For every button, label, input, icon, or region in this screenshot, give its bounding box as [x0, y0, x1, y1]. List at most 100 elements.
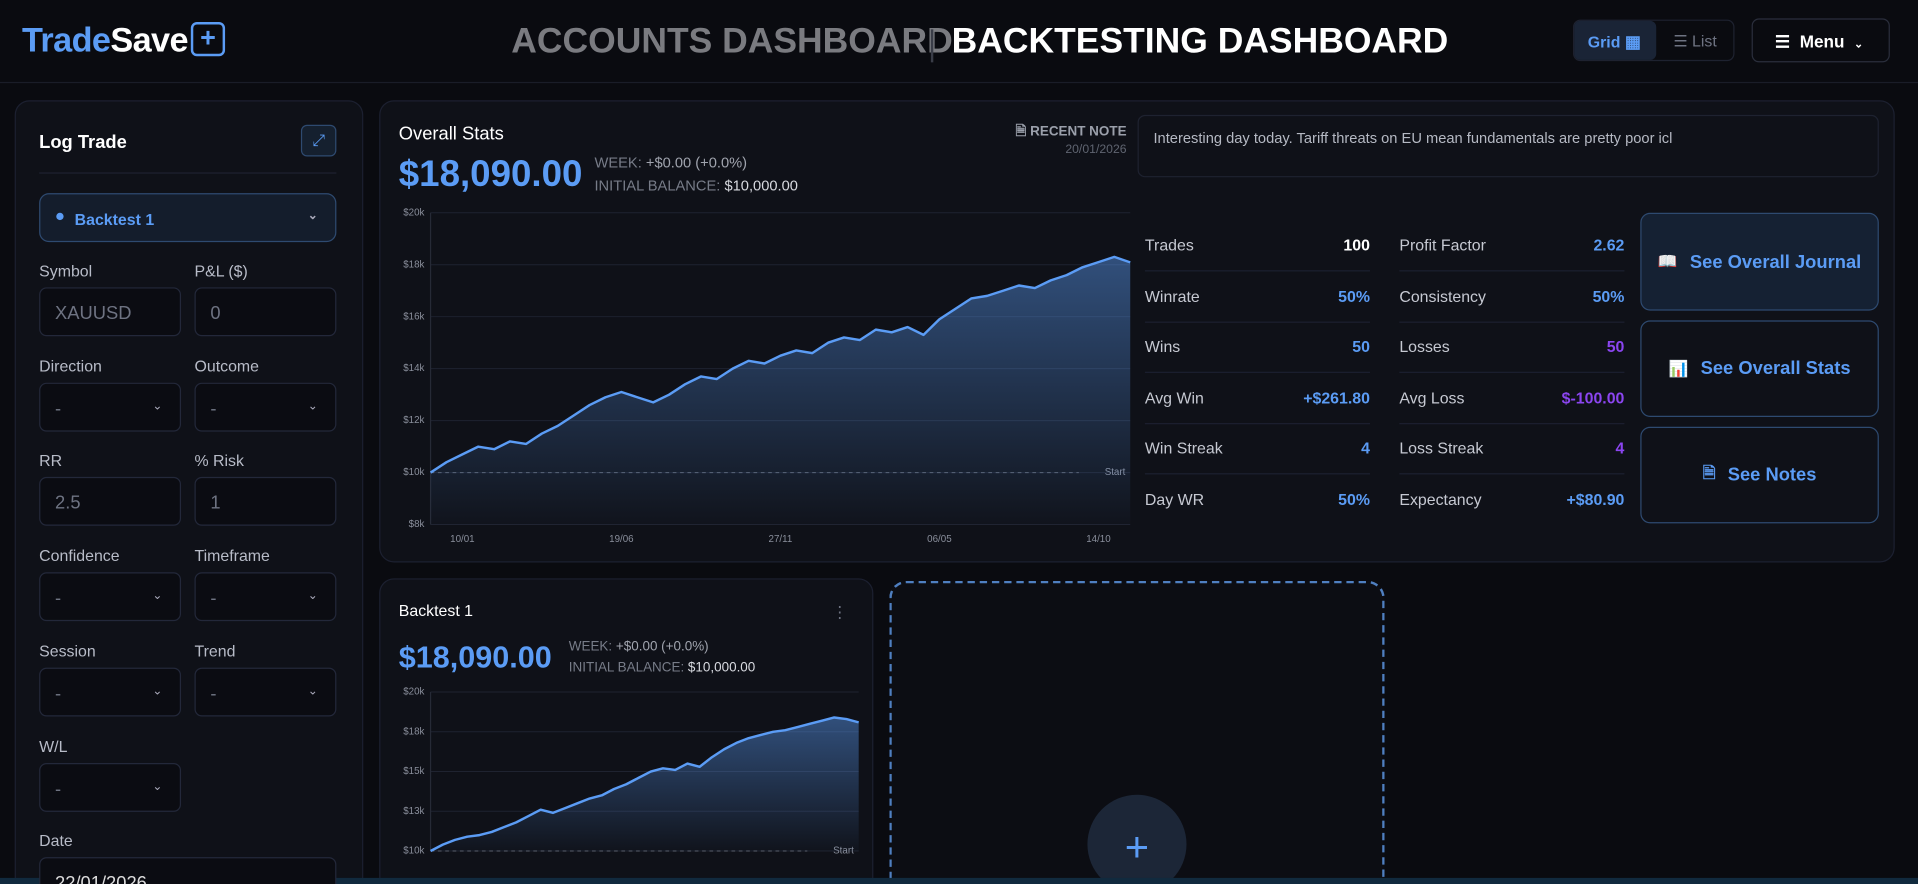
- button-label: See Notes: [1727, 464, 1817, 486]
- chevron: ⌄: [307, 399, 319, 413]
- x-tick-label: 10/01: [450, 534, 474, 545]
- stat-value: $-100.00: [1561, 388, 1625, 407]
- recent-note-label: 🗎 RECENT NOTE: [1015, 124, 1127, 140]
- stat-value: 2.62: [1593, 235, 1625, 255]
- field-label: % Risk: [194, 451, 244, 470]
- field-label: Date: [39, 831, 73, 851]
- field-value: XAUUSD: [55, 303, 132, 325]
- stat-button[interactable]: 🗎 See Notes: [1640, 426, 1879, 524]
- stat-value: 4: [1361, 439, 1370, 458]
- week-value: +$0.00 (+0.0%): [615, 639, 709, 655]
- stat-button[interactable]: 📊 See Overall Stats: [1640, 320, 1879, 417]
- stat-value: 50%: [1338, 490, 1370, 509]
- list-toggle[interactable]: ☰ List: [1673, 31, 1717, 51]
- backtest-menu[interactable]: ⋮: [831, 602, 848, 622]
- stat-value: 100: [1343, 235, 1370, 255]
- nav-accounts[interactable]: ACCOUNTS DASHBOARD: [511, 22, 953, 62]
- stat-value: +$80.90: [1566, 490, 1625, 509]
- field-input[interactable]: 1: [194, 477, 337, 527]
- view-toggle: [1573, 19, 1735, 62]
- start-label: Start: [833, 846, 854, 857]
- brand-icon: +: [190, 22, 226, 57]
- y-tick-label: $13k: [403, 806, 424, 817]
- account-dot: [56, 212, 64, 221]
- expand-button[interactable]: ⤢: [300, 124, 337, 157]
- field-input[interactable]: - ⌄: [39, 382, 182, 432]
- field-input[interactable]: - ⌄: [39, 572, 182, 622]
- stat-label: Losses: [1399, 337, 1450, 357]
- field-value: 2.5: [55, 493, 81, 515]
- field-input[interactable]: - ⌄: [194, 572, 337, 622]
- field-input[interactable]: - ⌄: [194, 667, 337, 717]
- field-input[interactable]: - ⌄: [194, 382, 337, 432]
- initial-value: $10,000.00: [724, 177, 798, 195]
- field-input[interactable]: 2.5: [39, 477, 182, 527]
- field-value: -: [55, 398, 62, 420]
- equity-area: [430, 717, 859, 851]
- grid-label: Grid: [1587, 33, 1621, 52]
- brand-second: Save: [110, 20, 188, 59]
- stat-divider: [1399, 371, 1625, 374]
- stat-divider: [1144, 473, 1370, 475]
- grid-toggle[interactable]: Grid ▦: [1587, 31, 1642, 52]
- x-tick-label: 27/11: [769, 534, 793, 545]
- field-value: -: [55, 683, 62, 705]
- bottom-strip: [0, 877, 1918, 884]
- overall-chart: $8k $10k $12k $14k $16k $18k $20k 10/01 19/06 27/…: [403, 207, 1131, 545]
- y-tick-label: $18k: [403, 259, 424, 270]
- field-value: -: [55, 778, 62, 800]
- account-select[interactable]: Backtest 1 ⌄: [39, 193, 337, 243]
- field-label: Confidence: [39, 546, 120, 566]
- button-label: See Overall Journal: [1689, 251, 1862, 273]
- field-label: P&L ($): [194, 261, 248, 280]
- field-value: 1: [210, 493, 221, 515]
- stat-button[interactable]: 📖 See Overall Journal: [1640, 212, 1879, 311]
- field-value: -: [55, 588, 62, 610]
- stat-divider: [1399, 473, 1625, 475]
- field-input[interactable]: - ⌄: [39, 762, 182, 812]
- stat-label: Consistency: [1399, 286, 1486, 306]
- x-tick-label: 06/05: [927, 534, 952, 545]
- add-button[interactable]: +: [1087, 794, 1187, 884]
- field-label: Trend: [194, 641, 236, 661]
- chevron: ⌄: [307, 589, 319, 603]
- field-label: W/L: [39, 736, 68, 756]
- initial-label: INITIAL BALANCE:: [594, 177, 721, 195]
- overall-week: WEEK: +$0.00 (+0.0%): [594, 154, 747, 171]
- stat-value: 4: [1615, 439, 1625, 458]
- nav-separator: [930, 29, 934, 63]
- stat-label: Loss Streak: [1399, 439, 1484, 458]
- field-input[interactable]: 0: [194, 287, 337, 337]
- nav-backtesting[interactable]: BACKTESTING DASHBOARD: [951, 22, 1449, 62]
- equity-area: [430, 256, 1131, 525]
- list-label: List: [1692, 31, 1717, 51]
- y-tick-label: $18k: [403, 726, 424, 737]
- field-input[interactable]: 22/01/2026: [39, 857, 337, 884]
- backtest-chart: $10k $13k $15k $18k $20k Start: [403, 687, 860, 857]
- equity-line: [429, 255, 1131, 474]
- y-tick-label: $10k: [403, 846, 424, 857]
- brand[interactable]: TradeSave: [22, 21, 188, 60]
- stat-value: 50: [1606, 337, 1625, 357]
- menu-label: Menu: [1799, 31, 1845, 52]
- field-label: Session: [39, 641, 96, 661]
- field-input[interactable]: XAUUSD: [39, 287, 182, 337]
- overall-initial: INITIAL BALANCE: $10,000.00: [594, 177, 797, 194]
- field-input[interactable]: - ⌄: [39, 667, 182, 717]
- stat-label: Trades: [1144, 235, 1194, 255]
- field-value: 0: [210, 303, 221, 325]
- chevron: ⌄: [152, 779, 163, 793]
- stat-divider: [1399, 270, 1625, 272]
- stat-label: Expectancy: [1399, 490, 1482, 509]
- y-tick-label: $20k: [403, 207, 424, 218]
- x-tick-label: 14/10: [1086, 534, 1111, 545]
- stat-value: 50: [1352, 337, 1370, 357]
- menu-button[interactable]: ☰ Menu ⌄: [1751, 18, 1890, 63]
- button-icon: 🗎: [1702, 462, 1716, 482]
- field-value: -: [210, 588, 217, 610]
- stat-label: Win Streak: [1144, 439, 1223, 458]
- stat-label: Wins: [1144, 337, 1181, 357]
- y-tick-label: $15k: [403, 766, 424, 777]
- y-tick-label: $12k: [403, 415, 424, 426]
- note-date: 20/01/2026: [1065, 143, 1127, 157]
